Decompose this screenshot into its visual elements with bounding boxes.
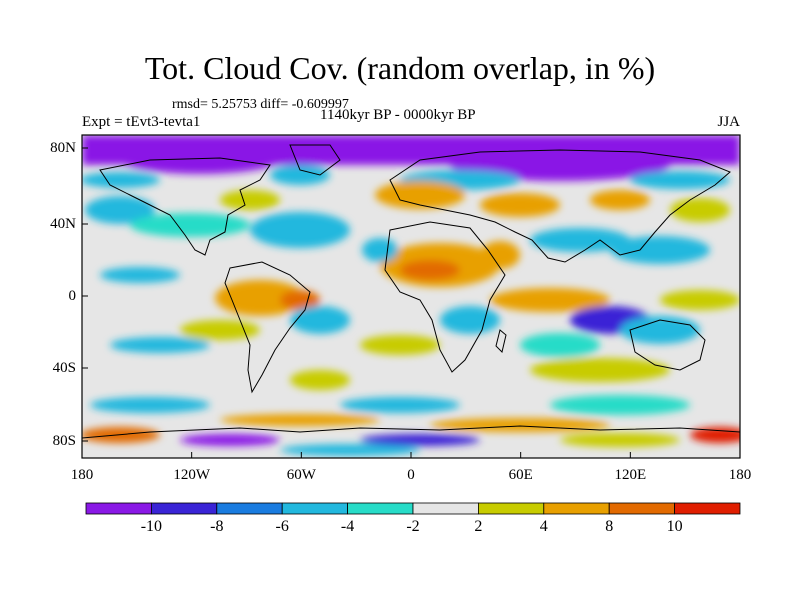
lat-tick-label: 0: [68, 288, 77, 304]
colorbar-label: 2: [474, 518, 483, 535]
lon-tick-label: 60W: [286, 467, 316, 483]
colorbar-label: -6: [275, 518, 289, 535]
lat-tick-label: 80N: [50, 140, 76, 156]
colorbar-swatch: [608, 502, 676, 515]
colorbar-label: 4: [539, 518, 548, 535]
colorbar-label: 8: [605, 518, 614, 535]
lat-tick-label: 40N: [50, 216, 76, 232]
experiment-label: Expt = tEvt3-tevta1: [82, 114, 201, 130]
period-label: 1140kyr BP - 0000kyr BP: [320, 107, 476, 123]
colorbar-label: -4: [340, 518, 355, 535]
colorbar-label: -8: [210, 518, 224, 535]
colorbar-label: -2: [406, 518, 420, 535]
colorbar-swatch: [674, 502, 741, 515]
lon-tick-label: 120E: [614, 467, 647, 483]
colorbar-swatch: [85, 502, 152, 515]
anomaly-field: [82, 135, 740, 458]
season-label: JJA: [717, 114, 740, 130]
colorbar-swatch: [150, 502, 218, 515]
lon-tick-label: 180: [728, 467, 752, 483]
coastlines: [82, 144, 740, 439]
colorbar-swatch: [412, 502, 479, 515]
colorbar-label: 10: [666, 518, 683, 535]
colorbar-swatch: [281, 502, 349, 515]
colorbar-label: -10: [140, 518, 163, 535]
colorbar-swatch: [347, 502, 414, 515]
colorbar-swatch: [543, 502, 610, 515]
lon-tick-label: 120W: [173, 467, 210, 483]
lat-tick-label: 40S: [52, 360, 76, 376]
colorbar-swatch: [216, 502, 283, 515]
colorbar: [85, 502, 741, 515]
lon-tick-label: 180: [70, 467, 94, 483]
colorbar-swatch: [477, 502, 545, 515]
plot-title: Tot. Cloud Cov. (random overlap, in %): [144, 50, 656, 86]
lat-tick-label: 80S: [52, 433, 76, 449]
rmsd-diff-stats: rmsd= 5.25753 diff= -0.609997: [172, 97, 349, 112]
lon-tick-label: 0: [407, 467, 415, 483]
lon-tick-label: 60E: [508, 467, 533, 483]
